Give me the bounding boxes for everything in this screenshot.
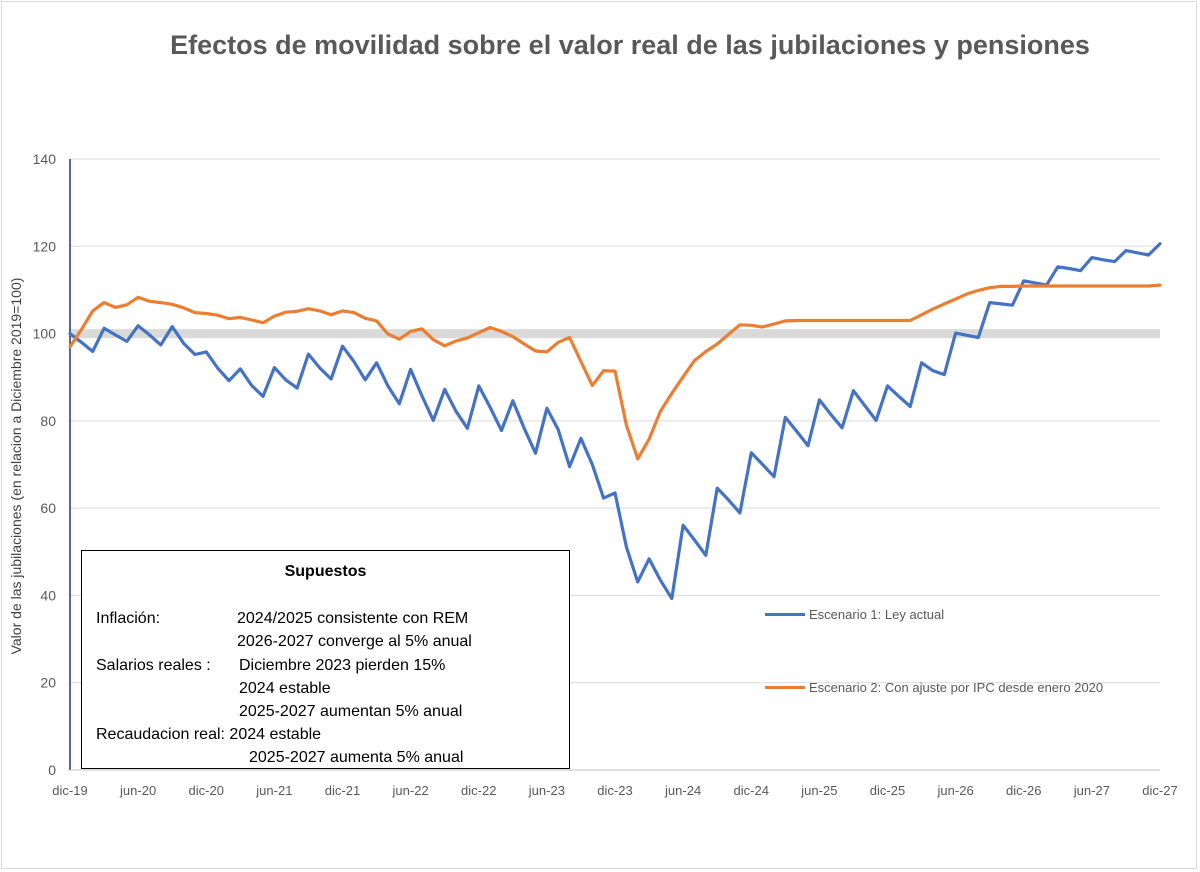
legend-swatch-series-2	[765, 686, 805, 689]
supuestos-line: 2026-2027 converge al 5% anual	[237, 633, 472, 650]
y-tick-label: 40	[40, 587, 56, 603]
supuestos-line: Inflación:	[96, 610, 161, 627]
x-tick-label: jun-27	[1073, 783, 1110, 798]
legend-label-series-2: Escenario 2: Con ajuste por IPC desde en…	[809, 680, 1104, 695]
legend-item-series-1: Escenario 1: Ley actual	[765, 607, 944, 622]
supuestos-line: Salarios reales :	[96, 657, 211, 674]
supuestos-title: Supuestos	[284, 563, 367, 580]
x-tick-label: dic-23	[597, 783, 632, 798]
supuestos-line: 2025-2027 aumenta 5% anual	[249, 749, 464, 766]
x-tick-label: jun-22	[392, 783, 429, 798]
y-tick-label: 60	[40, 500, 56, 516]
x-tick-label: dic-20	[189, 783, 224, 798]
x-tick-label: jun-21	[255, 783, 292, 798]
legend-swatch-series-1	[765, 613, 805, 616]
x-tick-label: dic-21	[325, 783, 360, 798]
x-tick-label: jun-23	[528, 783, 565, 798]
series-line-2	[68, 283, 1162, 461]
supuestos-line: 2025-2027 aumentan 5% anual	[239, 703, 463, 720]
supuestos-box: Supuestos Inflación: 2024/2025 consisten…	[81, 550, 570, 769]
supuestos-line: Diciembre 2023 pierden 15%	[239, 657, 446, 674]
legend-item-series-2: Escenario 2: Con ajuste por IPC desde en…	[765, 680, 1103, 695]
x-tick-label: dic-27	[1142, 783, 1177, 798]
x-tick-label: jun-25	[800, 783, 837, 798]
x-tick-label: jun-20	[119, 783, 156, 798]
x-tick-label: dic-24	[734, 783, 769, 798]
y-tick-label: 100	[33, 326, 57, 342]
series-line-1	[68, 242, 1162, 601]
legend-label-series-1: Escenario 1: Ley actual	[809, 607, 945, 622]
x-tick-label: dic-22	[461, 783, 496, 798]
supuestos-line: 2024 estable	[239, 680, 331, 697]
x-tick-label: dic-19	[52, 783, 87, 798]
x-tick-label: jun-24	[664, 783, 701, 798]
supuestos-line: 2024/2025 consistente con REM	[237, 610, 469, 627]
y-tick-label: 20	[40, 675, 56, 691]
supuestos-line: Recaudacion real: 2024 estable	[96, 726, 322, 743]
y-tick-label: 140	[33, 151, 57, 167]
y-tick-label: 80	[40, 413, 56, 429]
x-tick-label: dic-25	[870, 783, 905, 798]
x-tick-label: dic-26	[1006, 783, 1041, 798]
chart-title: Efectos de movilidad sobre el valor real…	[170, 30, 1090, 60]
x-tick-label: jun-26	[937, 783, 974, 798]
y-tick-label: 0	[48, 762, 56, 778]
y-tick-label: 120	[33, 238, 57, 254]
